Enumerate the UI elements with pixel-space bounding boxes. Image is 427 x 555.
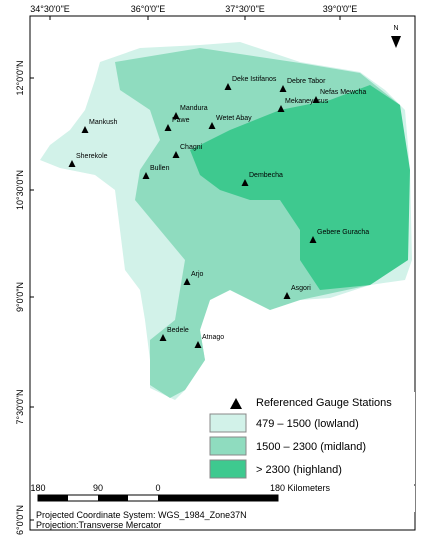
station-marker [159, 334, 167, 341]
station-marker [208, 122, 216, 129]
latitude-label: 7°30'0"N [15, 389, 25, 424]
scale-label: 180 [30, 483, 45, 493]
station-marker [312, 96, 320, 103]
footer-text: Projection:Transverse Mercator [36, 520, 161, 530]
station-label: Mandura [180, 105, 208, 112]
north-label: N [393, 25, 398, 32]
latitude-label: 12°0'0"N [15, 60, 25, 95]
station-label: Deke Istifanos [232, 76, 277, 83]
station-label: Mekaneyesus [285, 98, 329, 105]
station-label: Sherekole [76, 153, 108, 160]
station-label: Asgori [291, 285, 311, 292]
station-marker [241, 179, 249, 186]
scale-label: 90 [93, 483, 103, 493]
footer-text: Projected Coordinate System: WGS_1984_Zo… [36, 510, 247, 520]
legend-label: > 2300 (highland) [256, 464, 342, 476]
station-marker [81, 126, 89, 133]
station-marker [277, 105, 285, 112]
highland-zone [190, 85, 410, 290]
arrow-icon [391, 36, 401, 48]
station-label: Nefas Mewcha [320, 89, 366, 96]
longitude-label: 34°30'0"E [30, 4, 70, 14]
station-marker [68, 160, 76, 167]
scale-label: 180 Kilometers [270, 483, 331, 493]
legend-label: 1500 – 2300 (midland) [256, 441, 366, 453]
station-label: Chagni [180, 144, 203, 151]
scale-segment [38, 495, 68, 501]
station-label: Pawe [172, 117, 190, 124]
station-marker [279, 85, 287, 92]
station-label: Debre Tabor [287, 78, 326, 85]
scale-segment [98, 495, 128, 501]
latitude-label: 9°0'0"N [15, 282, 25, 312]
legend-swatch [209, 436, 247, 456]
longitude-label: 37°30'0"E [225, 4, 265, 14]
station-marker [172, 112, 180, 119]
scale-segment [158, 495, 278, 501]
stations: Deke Istifanos Debre Tabor Nefas Mewcha Mek… [68, 76, 369, 348]
station-label: Bullen [150, 165, 170, 172]
station-marker [283, 292, 291, 299]
station-label: Mankush [89, 119, 118, 126]
latitude-label: 6°0'0"N [15, 505, 25, 535]
scale-label: 0 [155, 483, 160, 493]
station-marker [172, 151, 180, 158]
legend-label: 479 – 1500 (lowland) [256, 418, 359, 430]
legend: Referenced Gauge Stations 479 – 1500 (lo… [205, 392, 415, 484]
station-marker [224, 83, 232, 90]
scale-bar: 180 90 0 180 Kilometers [30, 483, 415, 512]
latitude-label: 10°30'0"N [15, 170, 25, 210]
station-label: Bedele [167, 327, 189, 334]
station-marker [142, 172, 150, 179]
station-marker [309, 236, 317, 243]
station-marker [164, 124, 172, 131]
station-label: Arjo [191, 271, 204, 278]
station-label: Dembecha [249, 172, 283, 179]
station-label: Wetet Abay [216, 115, 252, 122]
station-label: Atnago [202, 334, 224, 341]
station-marker [194, 341, 202, 348]
longitude-label: 39°0'0"E [323, 4, 358, 14]
legend-label: Referenced Gauge Stations [256, 397, 392, 409]
station-marker [183, 278, 191, 285]
graticule: 34°30'0"E 36°0'0"E 37°30'0"E 39°0'0"E 12°0'0… [15, 4, 357, 535]
legend-swatch [209, 459, 247, 479]
station-label: Gebere Guracha [317, 229, 369, 236]
north-arrow: N [391, 25, 401, 48]
legend-station-icon [230, 398, 242, 409]
legend-swatch [209, 413, 247, 433]
longitude-label: 36°0'0"E [131, 4, 166, 14]
